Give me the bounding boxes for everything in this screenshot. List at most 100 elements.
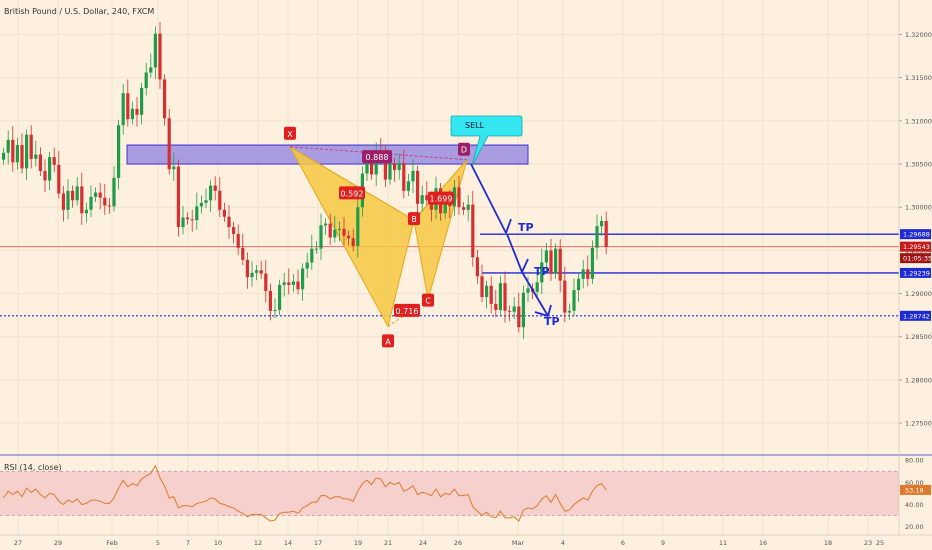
candle-body	[222, 209, 226, 217]
candle-body	[540, 262, 544, 283]
candle-body	[15, 145, 19, 163]
candle-body	[6, 139, 10, 153]
candle-body	[475, 257, 479, 277]
candle-body	[227, 216, 231, 228]
candle-body	[351, 238, 355, 247]
candle-body	[163, 79, 167, 119]
time-tick-label: 24	[419, 539, 427, 547]
candle-body	[581, 269, 585, 279]
price-tick-label: 1.30500	[905, 161, 932, 169]
candle-body	[406, 181, 410, 191]
candle-body	[347, 235, 351, 239]
rsi-panel	[0, 454, 932, 523]
candle-body	[503, 283, 507, 311]
candle-body	[232, 227, 236, 234]
candle-body	[494, 303, 498, 310]
level-label-tp1-box	[900, 229, 931, 240]
price-tick-label: 1.28000	[905, 376, 932, 384]
point-c-label-box	[422, 293, 434, 307]
time-tick-label: 6	[621, 539, 625, 547]
rsi-value-label: 53.18	[905, 486, 924, 494]
time-tick-label: 25	[876, 539, 884, 547]
arrow-head-2	[521, 258, 529, 273]
candle-body	[319, 225, 323, 249]
candle-body	[526, 288, 530, 293]
arrow-head-3a	[547, 304, 552, 317]
tp-label-1: TP	[518, 221, 534, 234]
candle-body	[595, 226, 599, 248]
candle-body	[245, 259, 249, 278]
rsi-title: RSI (14, close)	[4, 463, 62, 472]
time-axis: 27 29 Feb 5 7 10 12 14 17 19 21 24 26 Mar 4 6 9 11 16 18 23 2…	[0, 534, 932, 547]
candle-body	[521, 292, 525, 328]
candle-body	[305, 262, 309, 269]
candle-body	[241, 247, 245, 260]
candle-body	[103, 197, 107, 206]
candle-body	[383, 153, 387, 180]
candle-body	[84, 209, 88, 214]
rsi-tick-label: 40.00	[905, 501, 924, 509]
candle-body	[310, 248, 314, 263]
candle-body	[577, 278, 581, 291]
price-tick-label: 1.32000	[905, 31, 932, 39]
rsi-value-box	[900, 484, 931, 495]
arrow-seg-2	[506, 233, 523, 273]
rsi-band	[0, 471, 899, 516]
candle-body	[57, 164, 61, 194]
tp-label-3: TP	[544, 315, 560, 328]
candle-body	[342, 228, 346, 236]
point-b-label-box	[408, 212, 420, 226]
symbol-title: British Pound / U.S. Dollar, 240, FXCM	[4, 7, 154, 16]
candle-body	[466, 204, 470, 210]
candle-body	[25, 134, 29, 169]
candle-body	[402, 163, 406, 191]
candle-body	[61, 193, 65, 210]
resistance-zone	[126, 144, 529, 165]
candle-body	[586, 269, 590, 279]
candle-body	[149, 67, 153, 73]
time-tick-label: Feb	[106, 539, 118, 547]
price-tick-label: 1.28500	[905, 333, 932, 341]
candle-body	[213, 185, 217, 191]
time-tick-label: 18	[824, 539, 832, 547]
price-tick-label: 1.31500	[905, 74, 932, 82]
candle-body	[452, 187, 456, 207]
candle-body	[333, 229, 337, 238]
candle-body	[296, 281, 300, 290]
candle-body	[600, 221, 604, 227]
candle-body	[554, 248, 558, 274]
candles	[2, 22, 608, 339]
arrow-head-1	[505, 218, 512, 234]
candle-body	[567, 310, 571, 313]
candle-body	[328, 223, 332, 238]
ratio-line-xb	[289, 146, 415, 221]
candle-body	[572, 290, 576, 311]
time-tick-label: 5	[156, 539, 160, 547]
time-tick-label: 29	[54, 539, 62, 547]
candle-body	[71, 190, 75, 201]
ratio-xb-label-box	[339, 186, 365, 200]
candle-body	[2, 152, 6, 160]
candle-body	[287, 282, 291, 285]
candle-body	[268, 290, 272, 311]
candle-body	[20, 145, 24, 169]
candle-body	[314, 248, 318, 250]
point-x-label-box	[284, 126, 296, 140]
candle-body	[29, 134, 33, 159]
candle-body	[549, 250, 553, 274]
rsi-line	[3, 464, 607, 523]
candle-body	[34, 154, 38, 159]
candle-body	[471, 204, 475, 258]
candle-body	[273, 309, 277, 311]
time-tick-label: 21	[384, 539, 392, 547]
candle-body	[604, 221, 608, 247]
time-tick-label: 9	[661, 539, 665, 547]
price-tick-label: 1.31000	[905, 117, 932, 125]
arrow-seg-1	[470, 163, 507, 234]
candle-body	[259, 270, 263, 274]
candle-body	[66, 190, 70, 210]
candle-body	[98, 192, 102, 198]
candle-body	[291, 281, 295, 285]
price-tick-label: 1.30000	[905, 204, 932, 212]
